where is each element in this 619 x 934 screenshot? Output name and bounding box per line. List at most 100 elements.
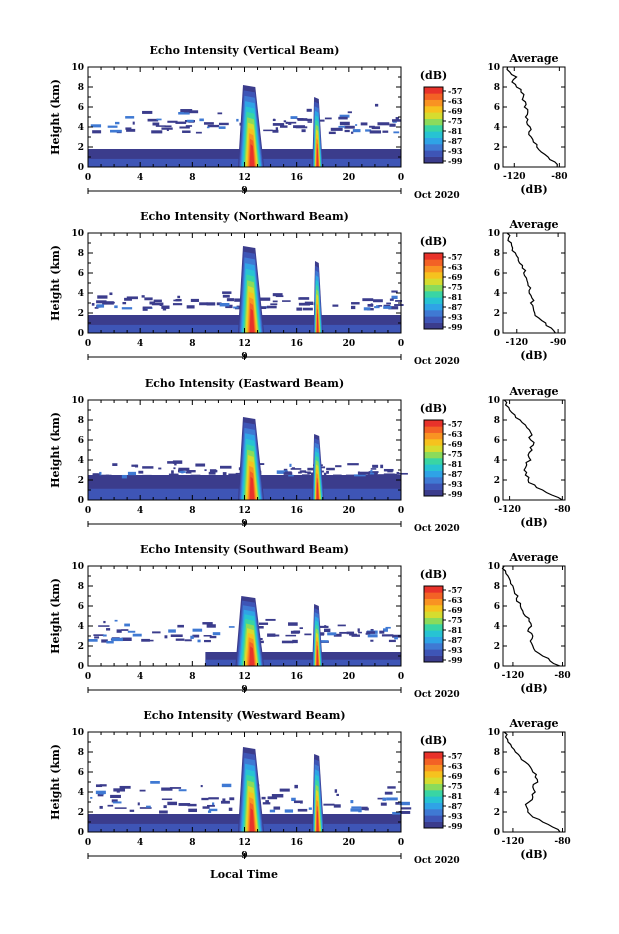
scatter-echo bbox=[293, 800, 302, 804]
scatter-echo bbox=[302, 307, 313, 311]
scatter-echo bbox=[275, 634, 280, 637]
colorbar-tick-label: -87 bbox=[448, 469, 462, 479]
scatter-echo bbox=[258, 306, 267, 310]
scatter-echo bbox=[294, 784, 298, 789]
x-tick-label: 8 bbox=[189, 506, 195, 516]
scatter-echo bbox=[353, 474, 366, 477]
scatter-echo bbox=[295, 126, 308, 129]
average-y-tick-label: 4 bbox=[494, 123, 500, 133]
scatter-echo bbox=[173, 299, 180, 302]
scatter-echo bbox=[298, 297, 310, 300]
scatter-echo bbox=[347, 463, 359, 466]
average-profile: Average 0 2 4 6 8 10 -120 -80 (dB) bbox=[487, 385, 570, 529]
x-tick-label: 12 bbox=[238, 506, 251, 516]
scatter-echo bbox=[218, 122, 229, 126]
day-label: 9 bbox=[241, 186, 247, 196]
colorbar-tick-label: -69 bbox=[448, 106, 463, 116]
scatter-echo bbox=[203, 122, 214, 125]
average-y-tick-label: 10 bbox=[487, 229, 500, 239]
average-frame bbox=[502, 565, 566, 667]
scatter-echo bbox=[350, 808, 362, 812]
colorbar-swatch bbox=[424, 605, 443, 612]
colorbar-swatch bbox=[424, 439, 443, 446]
x-tick-label: 0 bbox=[398, 672, 404, 682]
colorbar-tick-label: -81 bbox=[448, 625, 462, 635]
scatter-echo bbox=[179, 126, 190, 129]
scatter-echo bbox=[333, 804, 341, 808]
average-y-tick-label: 6 bbox=[494, 436, 500, 446]
scatter-echo bbox=[202, 806, 210, 809]
beam-panel: Echo Intensity (Eastward Beam) 0 2 4 6 8 10 Hei… bbox=[49, 377, 570, 534]
colorbar-swatch bbox=[424, 303, 443, 311]
scatter-echo bbox=[139, 789, 146, 792]
y-tick-label: 10 bbox=[71, 396, 84, 406]
scatter-echo bbox=[257, 625, 264, 629]
scatter-echo bbox=[183, 109, 190, 113]
average-y-tick-label: 6 bbox=[494, 269, 500, 279]
colorbar-tick-label: -93 bbox=[448, 146, 463, 156]
scatter-echo bbox=[184, 639, 192, 642]
scatter-echo bbox=[192, 628, 203, 632]
scatter-echo bbox=[281, 640, 294, 644]
colorbar-tick-label: -93 bbox=[448, 479, 463, 489]
average-y-tick-label: 8 bbox=[494, 748, 500, 758]
y-tick-label: 2 bbox=[78, 476, 84, 486]
scatter-echo bbox=[290, 468, 302, 470]
y-tick-label: 8 bbox=[78, 249, 84, 259]
scatter-echo bbox=[93, 473, 100, 476]
colorbar-swatch bbox=[424, 483, 443, 490]
colorbar-swatch bbox=[424, 821, 443, 829]
colorbar-swatch bbox=[424, 278, 443, 285]
colorbar-tick-label: -63 bbox=[448, 96, 463, 106]
scatter-echo bbox=[142, 307, 148, 311]
scatter-echo bbox=[345, 474, 355, 478]
scatter-echo bbox=[151, 302, 164, 306]
scatter-echo bbox=[391, 290, 398, 293]
x-tick-label: 0 bbox=[398, 506, 404, 516]
scatter-echo bbox=[186, 470, 196, 473]
scatter-echo bbox=[367, 634, 378, 638]
scatter-echo bbox=[185, 125, 193, 127]
x-tick-label: 20 bbox=[343, 339, 356, 349]
scatter-echo bbox=[293, 630, 301, 634]
scatter-echo bbox=[273, 806, 281, 810]
colorbar-frame bbox=[423, 751, 444, 829]
scatter-echo bbox=[399, 801, 410, 806]
scatter-echo bbox=[153, 299, 162, 303]
scatter-echo bbox=[374, 306, 377, 309]
x-tick-label: 20 bbox=[343, 173, 356, 183]
scatter-echo bbox=[111, 799, 118, 803]
scatter-echo bbox=[158, 467, 162, 470]
scatter-echo bbox=[275, 127, 279, 131]
scatter-echo bbox=[266, 305, 277, 309]
scatter-echo bbox=[319, 625, 329, 628]
y-tick-label: 8 bbox=[78, 582, 84, 592]
scatter-echo bbox=[207, 124, 220, 128]
scatter-echo bbox=[142, 306, 152, 309]
colorbar-tick-label: -75 bbox=[448, 781, 462, 791]
colorbar-tick-label: -69 bbox=[448, 771, 463, 781]
storm-cell bbox=[312, 434, 325, 500]
scatter-echo bbox=[102, 301, 114, 305]
scatter-echo bbox=[121, 474, 127, 479]
scatter-echo bbox=[282, 300, 291, 302]
scatter-echo bbox=[272, 300, 278, 303]
scatter-echo bbox=[271, 794, 284, 798]
scatter-echo bbox=[190, 635, 194, 639]
scatter-echo bbox=[378, 305, 383, 307]
scatter-echo bbox=[283, 474, 290, 479]
average-y-tick-label: 10 bbox=[487, 63, 500, 73]
scatter-echo bbox=[370, 628, 374, 632]
colorbar-unit: (dB) bbox=[420, 235, 447, 248]
storm-cell bbox=[238, 747, 265, 832]
scatter-echo bbox=[373, 299, 383, 303]
scatter-echo bbox=[395, 117, 399, 121]
colorbar-swatch bbox=[424, 630, 443, 637]
scatter-echo bbox=[103, 620, 106, 624]
colorbar-swatch bbox=[424, 777, 443, 784]
colorbar-tick-label: -99 bbox=[448, 655, 463, 665]
panel-title: Echo Intensity (Northward Beam) bbox=[140, 210, 349, 223]
scatter-echo bbox=[114, 619, 118, 622]
scatter-echo bbox=[167, 120, 178, 123]
average-x-tick-label: -80 bbox=[554, 837, 570, 847]
